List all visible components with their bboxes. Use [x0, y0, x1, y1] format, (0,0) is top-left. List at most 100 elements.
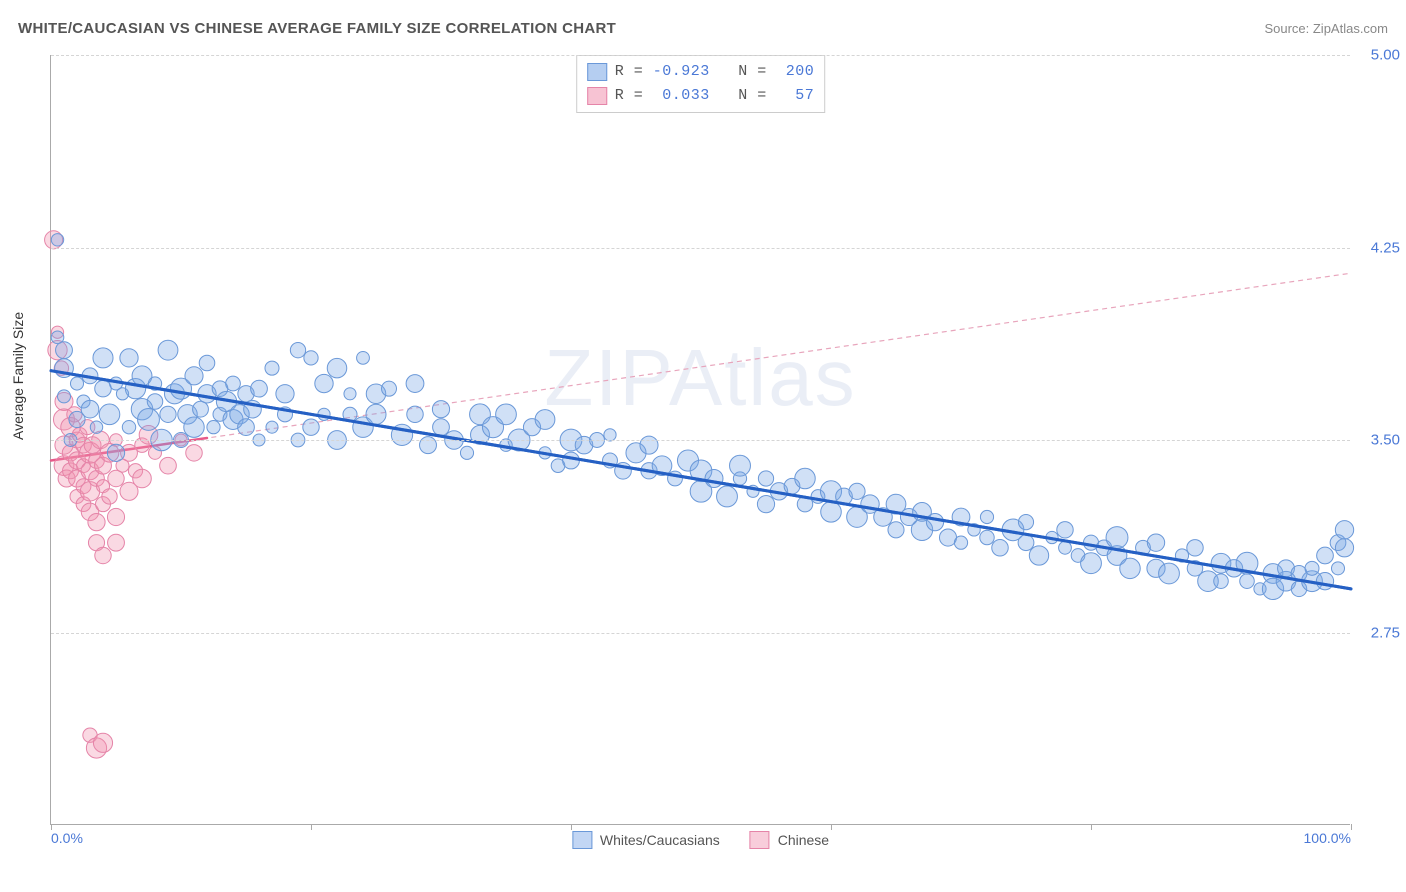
scatter-point: [344, 388, 356, 400]
y-tick-label: 5.00: [1371, 47, 1400, 64]
scatter-point: [1018, 535, 1034, 551]
scatter-point: [81, 400, 99, 418]
legend-row: R = 0.033 N = 57: [587, 84, 815, 108]
y-tick-label: 4.25: [1371, 239, 1400, 256]
scatter-point: [93, 733, 112, 752]
scatter-point: [1187, 540, 1203, 556]
scatter-point: [640, 436, 658, 454]
scatter-point: [238, 419, 255, 436]
scatter-point: [980, 510, 993, 523]
bottom-legend-item: Chinese: [750, 831, 829, 849]
scatter-point: [757, 496, 774, 513]
scatter-point: [266, 421, 278, 433]
scatter-point: [1159, 563, 1180, 584]
y-tick-label: 3.50: [1371, 432, 1400, 449]
scatter-point: [1018, 515, 1033, 530]
y-tick-label: 2.75: [1371, 624, 1400, 641]
scatter-point: [304, 351, 318, 365]
legend-swatch: [572, 831, 592, 849]
correlation-legend: R = -0.923 N = 200R = 0.033 N = 57: [576, 55, 826, 113]
scatter-point: [276, 385, 294, 403]
scatter-point: [107, 508, 124, 525]
scatter-point: [51, 234, 63, 246]
scatter-point: [108, 534, 125, 551]
gridline: [51, 440, 1350, 441]
scatter-point: [535, 410, 555, 430]
x-tick-mark: [1091, 824, 1092, 830]
scatter-point: [758, 471, 773, 486]
plot-area: ZIPAtlas R = -0.923 N = 200R = 0.033 N =…: [50, 55, 1350, 825]
scatter-point: [992, 540, 1008, 556]
x-tick-label: 100.0%: [1304, 830, 1351, 846]
scatter-point: [108, 470, 124, 486]
scatter-point: [193, 401, 209, 417]
scatter-point: [1240, 574, 1255, 589]
scatter-point: [99, 404, 120, 425]
legend-text: R = -0.923 N = 200: [615, 60, 815, 84]
scatter-point: [1316, 573, 1333, 590]
scatter-point: [1029, 546, 1048, 565]
scatter-point: [406, 375, 424, 393]
scatter-point: [207, 421, 220, 434]
legend-label: Whites/Caucasians: [600, 832, 720, 848]
gridline: [51, 633, 1350, 634]
x-tick-mark: [571, 824, 572, 830]
x-tick-mark: [831, 824, 832, 830]
legend-text: R = 0.033 N = 57: [615, 84, 815, 108]
scatter-point: [95, 547, 111, 563]
gridline: [51, 55, 1350, 56]
scatter-point: [95, 380, 112, 397]
scatter-point: [102, 489, 117, 504]
source-attribution: Source: ZipAtlas.com: [1264, 20, 1388, 38]
scatter-point: [849, 483, 865, 499]
scatter-point: [138, 409, 160, 431]
scatter-point: [821, 502, 842, 523]
scatter-point: [1335, 539, 1353, 557]
scatter-point: [90, 421, 102, 433]
scatter-point: [199, 355, 215, 371]
scatter-point: [1059, 541, 1072, 554]
x-tick-mark: [311, 824, 312, 830]
scatter-point: [357, 351, 370, 364]
bottom-legend-item: Whites/Caucasians: [572, 831, 720, 849]
scatter-point: [184, 417, 204, 437]
scatter-point: [1081, 553, 1102, 574]
scatter-point: [717, 486, 738, 507]
gridline: [51, 248, 1350, 249]
scatter-point: [888, 522, 904, 538]
x-tick-label: 0.0%: [51, 830, 83, 846]
scatter-point: [251, 380, 268, 397]
scatter-point: [186, 445, 203, 462]
scatter-point: [433, 419, 450, 436]
scatter-point: [265, 361, 279, 375]
legend-swatch: [750, 831, 770, 849]
scatter-point: [226, 376, 241, 391]
scatter-point: [432, 401, 449, 418]
scatter-point: [1147, 534, 1164, 551]
scatter-point: [705, 470, 723, 488]
scatter-point: [795, 468, 815, 488]
scatter-point: [147, 394, 163, 410]
scatter-point: [88, 514, 105, 531]
scatter-point: [1305, 561, 1319, 575]
scatter-point: [93, 348, 113, 368]
scatter-point: [407, 406, 423, 422]
legend-label: Chinese: [778, 832, 829, 848]
scatter-point: [1214, 574, 1229, 589]
scatter-point: [926, 514, 943, 531]
scatter-point: [496, 404, 517, 425]
scatter-point: [980, 530, 994, 544]
scatter-point: [730, 455, 751, 476]
scatter-point: [56, 342, 73, 359]
scatter-point: [70, 377, 83, 390]
chart-title: WHITE/CAUCASIAN VS CHINESE AVERAGE FAMIL…: [18, 20, 616, 37]
scatter-point: [290, 343, 305, 358]
scatter-point: [381, 381, 396, 396]
legend-swatch: [587, 87, 607, 105]
scatter-point: [327, 358, 347, 378]
scatter-point: [57, 390, 70, 403]
scatter-point: [303, 419, 319, 435]
scatter-point: [1331, 562, 1344, 575]
series-legend: Whites/Caucasians Chinese: [572, 831, 829, 849]
scatter-point: [160, 457, 177, 474]
